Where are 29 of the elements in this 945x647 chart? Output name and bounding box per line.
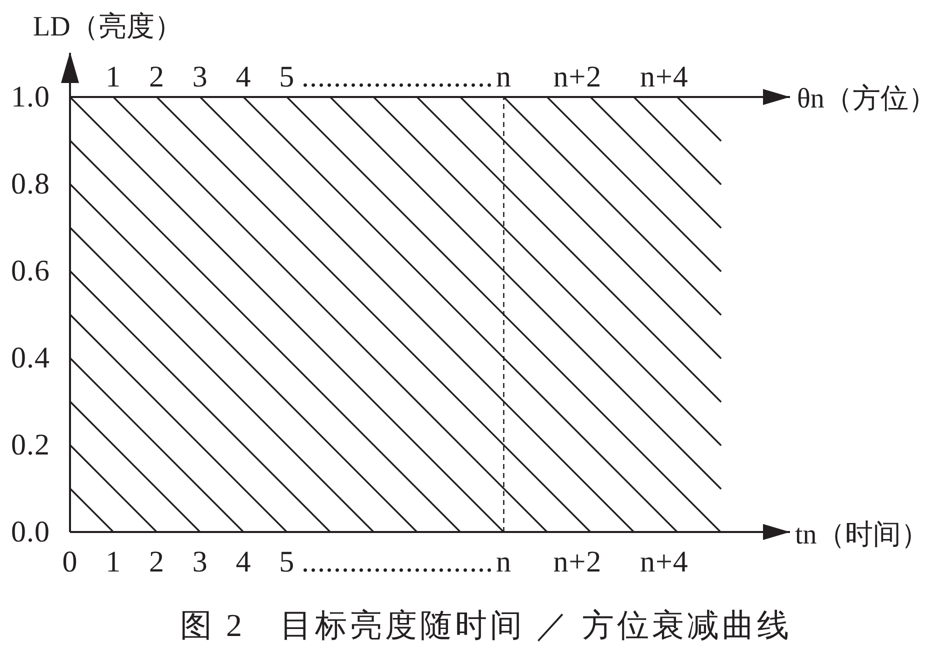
x-tick-label: 3 (192, 546, 208, 578)
y-tick-label: 0.0 (11, 516, 50, 548)
x2-tick-label: n (496, 60, 512, 94)
y-tick-label: 0.4 (11, 342, 50, 374)
x2-tick-label: 1 (106, 60, 122, 94)
x-axis-title: tn（时间） (795, 520, 929, 550)
x2-tick-label: 2 (148, 60, 164, 94)
x-tick-label: 2 (148, 546, 164, 578)
x-tick-label: 1 (106, 546, 122, 578)
x-tick-label: n+4 (640, 546, 688, 578)
x2-tick-label: 4 (236, 60, 252, 94)
y-tick-label: 0.6 (11, 254, 50, 288)
x2-tick-label: 3 (192, 60, 208, 94)
x2-tick-label: n+4 (640, 60, 688, 94)
y-tick-label: 0.8 (11, 168, 50, 200)
x2-tick-label: ........................ (301, 60, 494, 94)
x-tick-label: 0 (62, 546, 78, 578)
x2-axis-title: θn（方位） (797, 84, 936, 114)
x-tick-label: n+2 (553, 546, 602, 578)
x-tick-label: 5 (279, 546, 295, 578)
text: 图 2 目标亮度随时间 ／ 方位衰减曲线 (180, 607, 792, 643)
x-tick-label: ........................ (301, 546, 494, 578)
x2-tick-label: n+2 (553, 60, 602, 94)
x2-tick-label: 5 (279, 60, 295, 94)
y-tick-label: 0.2 (11, 428, 50, 462)
x-tick-label: 4 (236, 546, 252, 578)
x-tick-label: n (496, 546, 512, 578)
y-axis-title: LD（亮度） (33, 12, 182, 42)
y-tick-label: 1.0 (11, 80, 50, 114)
